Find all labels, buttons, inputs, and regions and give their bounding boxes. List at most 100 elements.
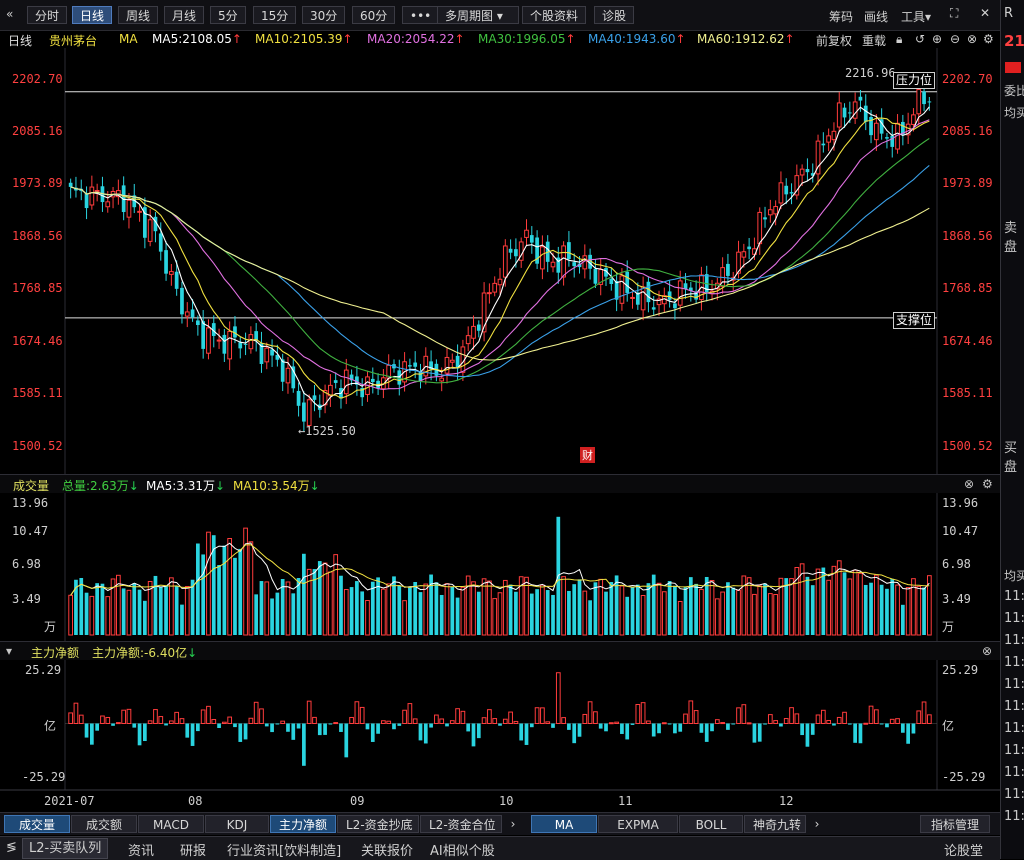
close-icon[interactable]: ✕ bbox=[980, 6, 991, 20]
flow-bar bbox=[767, 714, 773, 725]
tab-magic-nine[interactable]: 神奇九转 bbox=[744, 815, 806, 833]
flow-bar bbox=[513, 720, 519, 724]
candle bbox=[773, 200, 778, 226]
tab-industry-news[interactable]: 行业资讯[饮料制造] bbox=[227, 844, 342, 859]
candle bbox=[799, 164, 805, 186]
undo-icon[interactable]: ↺ bbox=[915, 32, 926, 46]
tab-l2-queue[interactable]: L2-买卖队列 bbox=[22, 838, 109, 859]
candle bbox=[196, 315, 200, 336]
ma30-value: MA30:1996.05↑ bbox=[478, 32, 576, 46]
tab-macd[interactable]: MACD bbox=[138, 815, 204, 833]
gear-icon[interactable]: ⚙ bbox=[983, 32, 994, 46]
tab-l2-position[interactable]: L2-资金合位 bbox=[420, 815, 502, 833]
flow-bar bbox=[68, 712, 74, 724]
tab-l2-bottom[interactable]: L2-资金抄底 bbox=[337, 815, 419, 833]
flow-bar bbox=[227, 716, 233, 724]
tab-rixian[interactable]: 日线 bbox=[72, 6, 113, 24]
tab-fenshi[interactable]: 分时 bbox=[27, 6, 68, 24]
tab-boll[interactable]: BOLL bbox=[679, 815, 743, 833]
trade-time: 11: bbox=[1004, 699, 1024, 714]
tab-60min[interactable]: 60分 bbox=[352, 6, 396, 24]
tab-turnover[interactable]: 成交额 bbox=[71, 815, 137, 833]
price-tick: 1973.89 bbox=[942, 176, 993, 190]
flow-bar bbox=[810, 723, 815, 735]
volume-bar bbox=[604, 591, 608, 635]
tab-15min[interactable]: 15分 bbox=[253, 6, 297, 24]
flow-bar bbox=[779, 723, 783, 727]
volume-bar bbox=[217, 565, 221, 635]
indicator-manage-button[interactable]: 指标管理 bbox=[920, 815, 990, 833]
ma60-value: MA60:1912.62↑ bbox=[697, 32, 795, 46]
candle bbox=[640, 276, 646, 321]
volume-bar bbox=[201, 554, 206, 635]
tab-expma[interactable]: EXPMA bbox=[598, 815, 678, 833]
china-flag-icon bbox=[1005, 62, 1021, 73]
tab-volume[interactable]: 成交量 bbox=[4, 815, 70, 833]
more-button[interactable]: ••• bbox=[402, 6, 440, 24]
draw-line-button[interactable]: 画线 bbox=[864, 10, 889, 24]
close-icon[interactable]: ⊗ bbox=[964, 477, 975, 491]
resistance-label[interactable]: 压力位 bbox=[893, 72, 936, 89]
volume-bar bbox=[370, 581, 375, 635]
trade-time: 11: bbox=[1004, 611, 1024, 626]
volume-bar bbox=[778, 577, 784, 636]
volume-bar bbox=[100, 583, 105, 635]
overlay-button[interactable]: 重载 bbox=[862, 34, 887, 48]
flow-bar bbox=[726, 723, 730, 730]
tab-kdj[interactable]: KDJ bbox=[205, 815, 269, 833]
tab-5min[interactable]: 5分 bbox=[210, 6, 246, 24]
candle bbox=[863, 94, 868, 131]
candle bbox=[794, 164, 800, 200]
flow-bar bbox=[169, 720, 174, 724]
volume-bar bbox=[222, 545, 227, 635]
flow-bar bbox=[704, 723, 709, 742]
tab-news[interactable]: 资讯 bbox=[128, 844, 155, 859]
candle bbox=[842, 103, 847, 128]
chevron-down-icon[interactable]: ▾ bbox=[6, 644, 13, 658]
tab-ma[interactable]: MA bbox=[531, 815, 597, 833]
lock-icon[interactable]: 🔒︎ bbox=[896, 32, 903, 46]
tab-ai-similar[interactable]: AI相似个股 bbox=[430, 844, 495, 859]
tab-30min[interactable]: 30分 bbox=[302, 6, 346, 24]
tab-yuexian[interactable]: 月线 bbox=[164, 6, 205, 24]
candle bbox=[873, 114, 879, 152]
close-icon[interactable]: ⊗ bbox=[967, 32, 978, 46]
collapse-icon[interactable]: ≶ bbox=[6, 840, 17, 855]
gear-icon[interactable]: ⚙ bbox=[982, 477, 993, 491]
zoom-out-icon[interactable]: ⊖ bbox=[950, 32, 961, 46]
tab-main-flow[interactable]: 主力净额 bbox=[270, 815, 336, 833]
candle bbox=[810, 163, 815, 183]
chevron-right-icon[interactable]: › bbox=[814, 817, 820, 831]
candle bbox=[481, 282, 487, 342]
tools-dropdown[interactable]: 工具▾ bbox=[901, 8, 931, 25]
adjust-button[interactable]: 前复权 bbox=[816, 34, 853, 48]
chips-button[interactable]: 筹码 bbox=[829, 10, 854, 24]
chevron-right-icon[interactable]: › bbox=[510, 817, 516, 831]
trade-time: 11: bbox=[1004, 721, 1024, 736]
flow-value: 主力净额:-6.40亿↓ bbox=[92, 646, 198, 660]
stock-info-button[interactable]: 个股资料 bbox=[522, 6, 587, 24]
support-label[interactable]: 支撑位 bbox=[893, 312, 936, 329]
flow-bar bbox=[604, 723, 608, 732]
close-icon[interactable]: ⊗ bbox=[982, 644, 993, 658]
tab-research[interactable]: 研报 bbox=[180, 844, 207, 859]
volume-bar bbox=[89, 595, 95, 636]
diagnose-button[interactable]: 诊股 bbox=[594, 6, 635, 24]
multi-period-dropdown[interactable]: 多周期图 ▾ bbox=[437, 6, 519, 24]
candle bbox=[233, 316, 237, 344]
candle bbox=[429, 350, 433, 381]
flow-bar bbox=[264, 723, 269, 727]
flow-bar bbox=[502, 718, 508, 724]
back-icon[interactable]: « bbox=[6, 7, 14, 21]
volume-bar bbox=[444, 583, 450, 636]
finance-marker[interactable]: 财 bbox=[580, 447, 595, 463]
flow-bar bbox=[534, 707, 540, 724]
tab-zhouxian[interactable]: 周线 bbox=[118, 6, 159, 24]
zoom-in-icon[interactable]: ⊕ bbox=[932, 32, 943, 46]
candle bbox=[763, 206, 767, 228]
fullscreen-icon[interactable]: ⛶ bbox=[950, 6, 959, 20]
forum-button[interactable]: 论股堂 bbox=[944, 844, 984, 859]
flow-tick: -25.29 bbox=[22, 770, 66, 784]
tab-related-quotes[interactable]: 关联报价 bbox=[361, 844, 414, 859]
candle bbox=[328, 373, 333, 407]
